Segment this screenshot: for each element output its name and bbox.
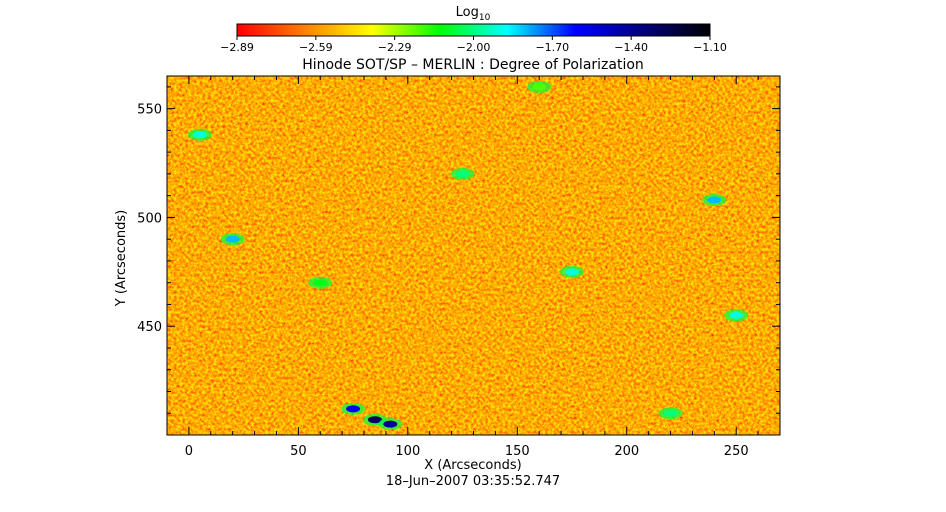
colorbar-tick-label: −2.89 [220, 41, 254, 54]
colorbar-gradient [236, 23, 711, 37]
colorbar-tick-label: −1.40 [614, 41, 648, 54]
x-axis-label: X (Arcseconds) [424, 458, 521, 473]
feature-core [225, 235, 240, 243]
chart-title: Hinode SOT/SP – MERLIN : Degree of Polar… [302, 57, 644, 73]
colorbar-ticks: −2.89 −2.59 −2.29 −2.00 −1.70 −1.40 −1.10 [220, 36, 727, 54]
colorbar-label-sub: 10 [479, 13, 491, 23]
heatmap-area [167, 76, 780, 435]
x-tick-label: 150 [505, 444, 530, 459]
feature-core [663, 409, 678, 417]
feature-core [192, 131, 207, 139]
y-axis-label: Y (Arcseconds) [114, 210, 129, 307]
x-tick-label: 100 [395, 444, 420, 459]
feature-core [383, 420, 398, 428]
colorbar-tick-label: −2.29 [378, 41, 412, 54]
feature-core [455, 170, 470, 178]
colorbar-label-base: Log [456, 5, 479, 20]
feature-core [565, 268, 580, 276]
heatmap-features [187, 80, 749, 431]
feature-core [346, 405, 361, 413]
y-axis: 450 500 550 [137, 86, 780, 414]
timestamp-subtitle: 18–Jun–2007 03:35:52.747 [386, 474, 560, 489]
heatmap-speckle [167, 76, 780, 435]
y-tick-label: 500 [137, 211, 162, 226]
colorbar-tick-label: −1.10 [693, 41, 727, 54]
x-tick-label: 200 [614, 444, 639, 459]
x-axis: 0 50 100 150 200 250 [166, 76, 781, 459]
colorbar-tick-label: −2.00 [457, 41, 491, 54]
x-tick-label: 250 [724, 444, 749, 459]
feature-core [729, 311, 744, 319]
feature-core [532, 83, 547, 91]
colorbar-tick-label: −2.59 [299, 41, 333, 54]
y-tick-label: 450 [137, 320, 162, 335]
feature-core [313, 279, 328, 287]
colorbar-label: Log10 [456, 5, 491, 23]
colorbar: Log10 −2.89 −2.59 −2.29 −2.00 −1.70 −1.40 −1.1… [220, 5, 727, 54]
feature-core [707, 196, 722, 204]
feature-core [367, 416, 382, 424]
y-tick-label: 550 [137, 103, 162, 118]
colorbar-tick-label: −1.70 [535, 41, 569, 54]
x-tick-label: 0 [185, 444, 193, 459]
x-tick-label: 50 [290, 444, 307, 459]
